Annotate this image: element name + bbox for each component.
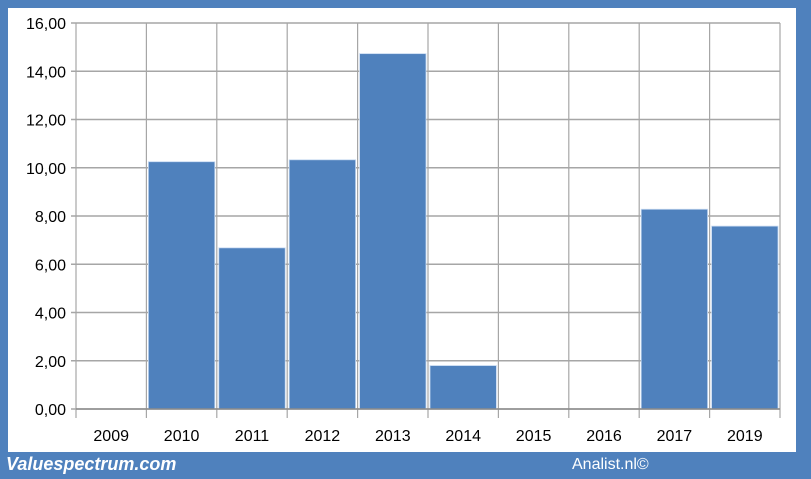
y-tick-label: 14,00 bbox=[26, 64, 66, 81]
x-tick-label: 2013 bbox=[375, 428, 411, 445]
y-tick-label: 16,00 bbox=[26, 16, 66, 33]
y-tick-label: 4,00 bbox=[35, 306, 66, 323]
y-tick-label: 12,00 bbox=[26, 113, 66, 130]
x-tick-label: 2009 bbox=[93, 428, 129, 445]
x-tick-label: 2017 bbox=[657, 428, 693, 445]
chart-panel: 0,00 2,00 4,00 6,00 8,00 10,00 12,00 14,00 16,00… bbox=[8, 8, 796, 452]
bar-2019 bbox=[711, 225, 779, 410]
credit-label: Analist.nl© bbox=[572, 456, 649, 473]
y-tick-label: 0,00 bbox=[35, 402, 66, 419]
bar-2013 bbox=[359, 53, 427, 410]
brand-label: Valuespectrum.com bbox=[6, 454, 177, 474]
x-tick-label: 2011 bbox=[235, 428, 270, 445]
x-tick-label: 2010 bbox=[164, 428, 200, 445]
x-tick-label: 2012 bbox=[305, 428, 341, 445]
bar-2017 bbox=[640, 208, 709, 410]
x-tick-label: 2015 bbox=[516, 428, 552, 445]
x-tick-label: 2019 bbox=[727, 428, 763, 445]
bar-2012 bbox=[288, 159, 357, 410]
y-tick-label: 8,00 bbox=[35, 209, 66, 226]
x-tick-label: 2014 bbox=[445, 428, 481, 445]
y-tick-label: 10,00 bbox=[26, 161, 66, 178]
bar-2011 bbox=[218, 247, 286, 410]
bar-chart: 0,00 2,00 4,00 6,00 8,00 10,00 12,00 14,00 16,00… bbox=[26, 16, 781, 445]
y-tick-label: 6,00 bbox=[35, 257, 66, 274]
bar-2010 bbox=[147, 161, 216, 410]
x-tick-label: 2016 bbox=[586, 428, 622, 445]
bar-2014 bbox=[429, 365, 497, 410]
y-tick-label: 2,00 bbox=[35, 354, 66, 371]
